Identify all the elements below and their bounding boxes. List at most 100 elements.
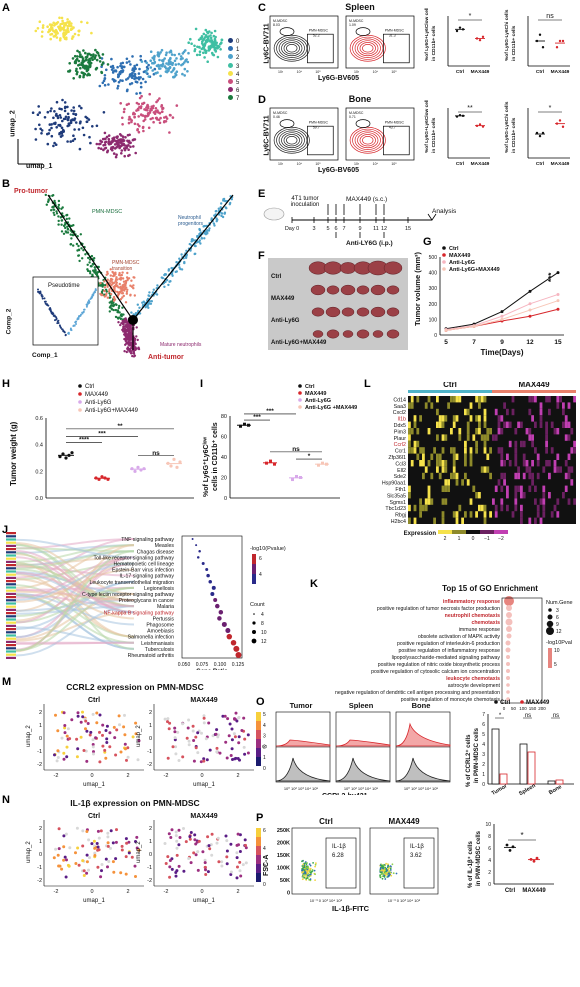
flow-event (314, 873, 316, 876)
x-tick: 9 (500, 339, 504, 346)
trajectory-point (229, 201, 232, 205)
x-tick: 2 (236, 889, 239, 895)
color-scale-stop (256, 721, 261, 730)
y-label: in PMN-MDSC cells (474, 727, 480, 783)
umap-point (74, 121, 78, 124)
trajectory-point (99, 282, 102, 285)
trajectory-point (99, 292, 102, 296)
umap-point (77, 64, 80, 67)
pathway-label: Phagosome (146, 622, 174, 628)
heatmap-cell (494, 511, 498, 518)
pmn-mdsc-label: PMN-MDSC (385, 121, 405, 125)
expression-point (113, 736, 117, 740)
heatmap-cell (444, 434, 448, 441)
umap-point (143, 115, 147, 119)
legend-label: MAX449 (305, 391, 326, 397)
heatmap-cell (522, 440, 526, 448)
heatmap-cell (517, 485, 520, 492)
umap-point (105, 135, 109, 139)
umap-point (84, 51, 87, 55)
heatmap-cell (458, 504, 462, 512)
color-gradient (252, 564, 256, 574)
m-mdsc-gate (279, 27, 295, 36)
umap-point (133, 138, 137, 141)
umap-point (150, 108, 153, 112)
umap-point (158, 97, 161, 100)
y-tick: 100K (277, 866, 290, 872)
flow-event (305, 879, 308, 881)
m-mdsc-label: M-MDSC (273, 111, 288, 115)
heatmap-cell (441, 466, 445, 473)
umap-point (84, 115, 87, 119)
trajectory-point (130, 279, 133, 282)
count-legend-title: Count (250, 602, 265, 608)
expression-point (53, 753, 56, 757)
heatmap-cell (427, 492, 431, 499)
umap-point (106, 63, 110, 66)
y-tick: -2 (147, 762, 152, 768)
umap-point (174, 63, 178, 66)
trajectory-point (132, 287, 135, 290)
flow-event (302, 866, 305, 869)
data-point (541, 131, 545, 135)
y-tick: 1 (482, 772, 485, 778)
heatmap-cell (455, 396, 459, 403)
gene-block (6, 647, 16, 650)
trajectory-point (220, 202, 223, 205)
umap-a-ylabel: umap_2 (9, 110, 17, 137)
expression-point (220, 864, 224, 868)
y-tick: 3 (482, 752, 485, 758)
m-mdsc-gate (279, 119, 295, 128)
umap-point (122, 110, 126, 114)
expression-point (202, 757, 206, 761)
expression-point (97, 848, 101, 852)
trajectory-point (124, 317, 127, 320)
expression-point (234, 711, 238, 715)
panel-label-j: J (2, 524, 9, 536)
heatmap-cell (542, 492, 546, 499)
umap-point (94, 54, 97, 57)
umap-point (37, 105, 40, 108)
trajectory-point (103, 289, 106, 293)
expression-point (230, 727, 234, 731)
trajectory-point (100, 290, 104, 294)
heatmap-cell (494, 434, 498, 441)
heatmap-cell (441, 460, 445, 467)
heatmap-cell (514, 472, 518, 480)
umap-point (139, 54, 142, 58)
expression-point (223, 714, 227, 718)
pseudotime-point (92, 292, 95, 295)
heatmap-cell (416, 453, 420, 460)
umap-point (81, 71, 85, 75)
flow-event (308, 878, 310, 881)
umap-point (158, 111, 162, 115)
flow-tick: 10⁴ (297, 162, 303, 166)
umap-point (41, 24, 45, 27)
trajectory-point (205, 224, 208, 228)
umap-point (113, 143, 117, 146)
trajectory-point (175, 261, 178, 264)
pathway-label: Measles (155, 543, 175, 549)
trajectory-point (225, 207, 228, 210)
trajectory-point (135, 326, 138, 329)
heatmap-cell (548, 396, 551, 403)
heatmap-cell (475, 492, 478, 499)
heatmap-cell (573, 396, 576, 403)
trajectory-point (124, 335, 128, 338)
umap-point (111, 78, 115, 81)
umap-point (174, 73, 178, 77)
umap-point (119, 138, 123, 142)
heatmap-cell (436, 421, 439, 428)
trajectory-point (137, 346, 140, 349)
panel-label-e: E (258, 188, 266, 200)
umap-point (135, 63, 139, 67)
pval-title: -log10Pval (546, 640, 572, 646)
expression-point (216, 733, 220, 737)
umap-point (115, 136, 119, 140)
expression-point (63, 726, 67, 730)
umap-point (101, 61, 105, 64)
color-scale-tick: 2 (263, 864, 266, 870)
umap-point (128, 153, 131, 157)
heatmap-cell (478, 492, 481, 499)
y-tick: 1 (149, 839, 152, 845)
